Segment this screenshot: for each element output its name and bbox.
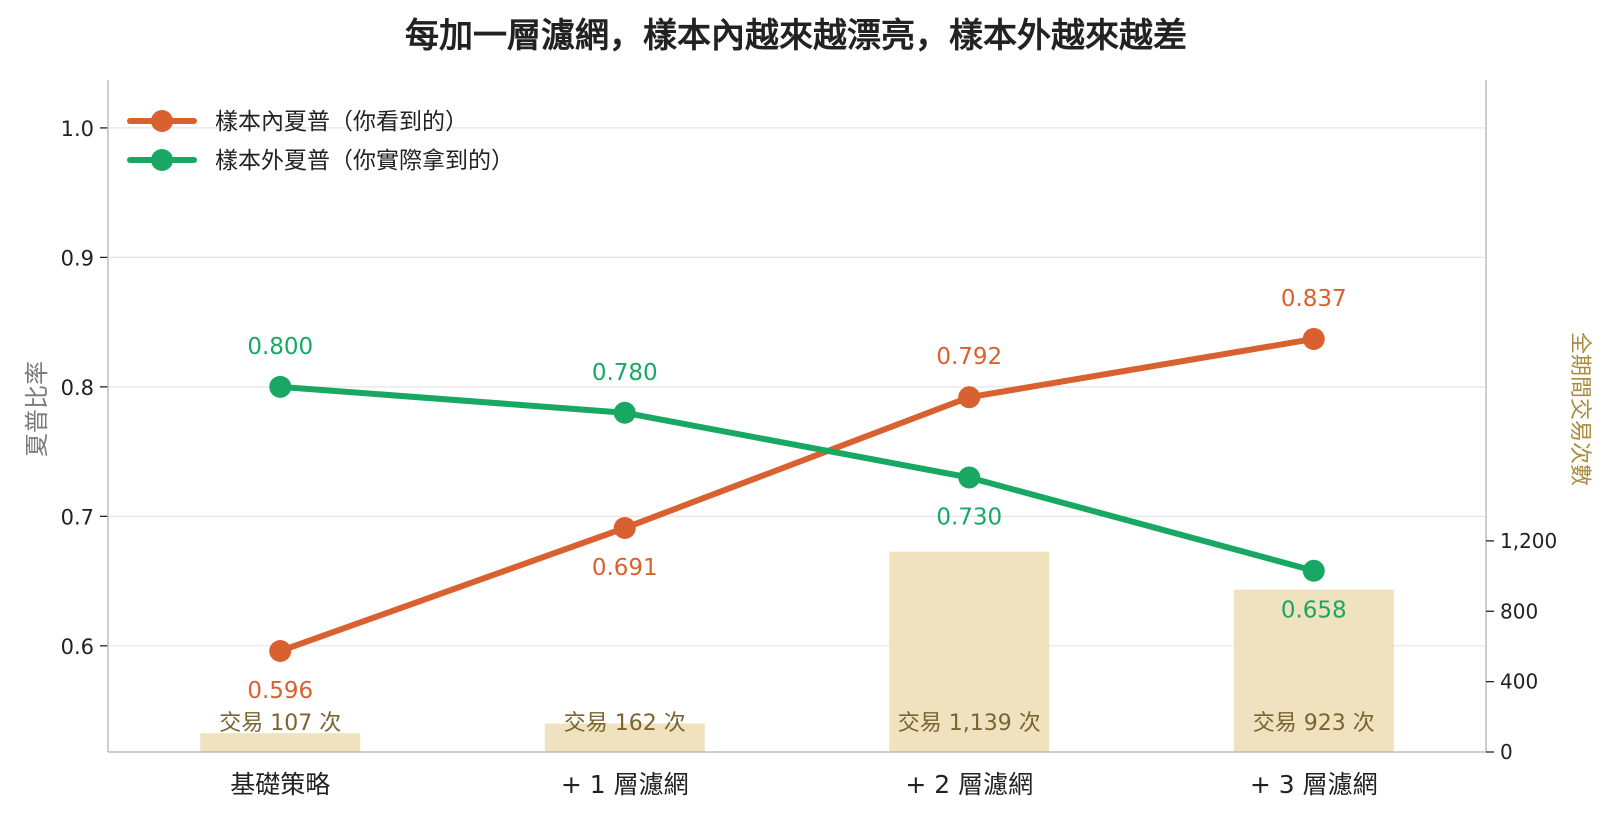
chart-title: 每加一層濾網，樣本內越來越漂亮，樣本外越來越差 (405, 16, 1187, 56)
series-line (277, 335, 1317, 655)
series-point (1302, 327, 1325, 350)
legend-swatch-marker (151, 149, 173, 171)
axes: 0.6 0.7 0.8 0.9 1.0 0 400 800 1,200 基礎策略 + 1 層濾網 + … (61, 80, 1557, 799)
value-label: 0.730 (936, 505, 1002, 531)
value-labels: 0.596 0.691 0.792 0.837 0.800 0.780 0.730 0.658 (247, 286, 1346, 704)
y-tick-label: 0.9 (61, 246, 94, 270)
value-label: 0.837 (1281, 286, 1347, 312)
series-point (269, 640, 292, 663)
value-label: 0.792 (936, 344, 1002, 370)
secondary-y-tick-label: 1,200 (1500, 529, 1557, 553)
trade-count-bar (544, 723, 705, 752)
trade-count-label: 交易 923 次 (1253, 711, 1375, 736)
y-tick-label: 0.8 (61, 376, 94, 400)
x-category-label: + 3 層濾網 (1250, 770, 1378, 799)
value-label: 0.780 (592, 360, 658, 386)
y-tick-label: 0.6 (61, 635, 94, 659)
legend: 樣本內夏普（你看到的） 樣本外夏普（你實際拿到的） (127, 109, 514, 174)
legend-entry: 樣本內夏普（你看到的） (215, 109, 468, 135)
x-category-label: 基礎策略 (230, 770, 330, 799)
trade-count-bars: 交易 107 次 交易 162 次 交易 1,139 次 交易 923 次 (200, 551, 1394, 752)
series-point (958, 466, 981, 489)
value-label: 0.800 (247, 334, 313, 360)
secondary-y-tick-label: 400 (1500, 670, 1538, 694)
legend-entry: 樣本外夏普（你實際拿到的） (215, 147, 514, 174)
trade-count-label: 交易 1,139 次 (898, 711, 1041, 736)
trade-count-label: 交易 162 次 (564, 711, 686, 736)
secondary-y-tick-label: 800 (1500, 599, 1538, 623)
y-tick-label: 0.7 (61, 505, 94, 529)
series-point (613, 517, 636, 539)
x-category-label: + 1 層濾網 (561, 770, 689, 799)
series-line (277, 383, 1317, 574)
trade-count-bar (1233, 589, 1394, 752)
series-lines (269, 327, 1325, 663)
y-tick-label: 1.0 (61, 117, 94, 141)
y-axis-label: 夏普比率 (23, 361, 51, 457)
value-label: 0.658 (1281, 598, 1347, 624)
trade-count-bar (200, 733, 361, 752)
series-point (269, 375, 292, 398)
trade-count-label: 交易 107 次 (219, 711, 341, 736)
series-point (1302, 559, 1325, 582)
value-label: 0.596 (247, 678, 313, 704)
legend-swatch-marker (151, 110, 173, 132)
x-category-label: + 2 層濾網 (905, 770, 1033, 799)
series-point (958, 386, 981, 409)
secondary-y-tick-label: 0 (1500, 740, 1513, 764)
secondary-y-axis-label: 全期間交易次數 (1567, 332, 1592, 486)
trade-count-bar (889, 551, 1050, 752)
series-point (613, 401, 636, 424)
value-label: 0.691 (592, 555, 658, 581)
